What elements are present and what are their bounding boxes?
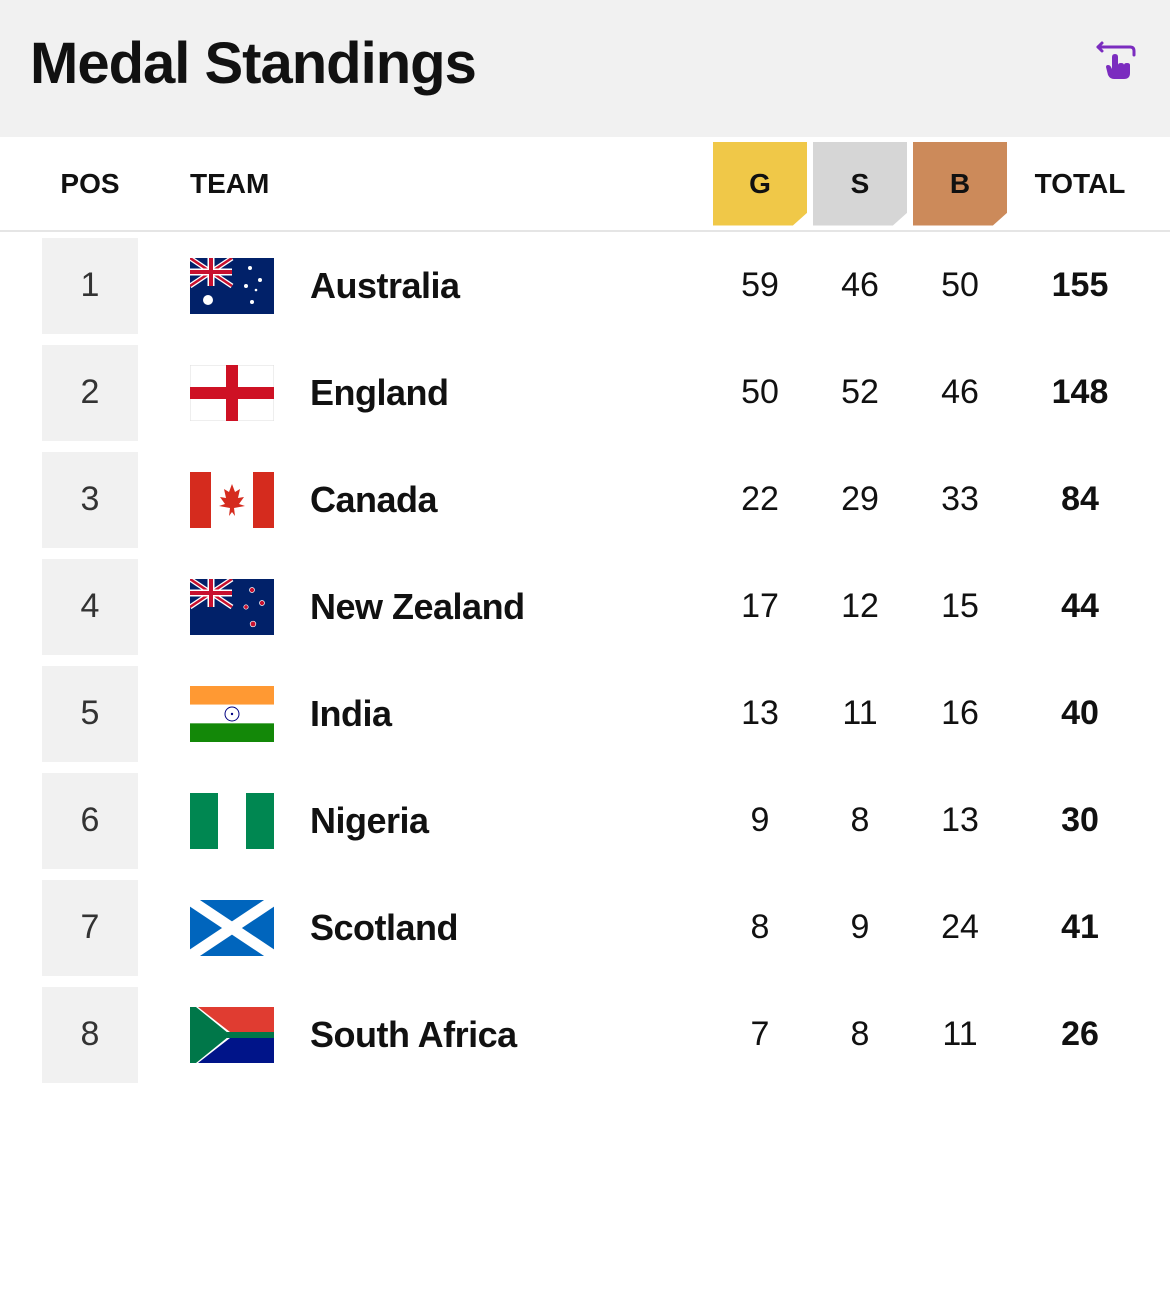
flag-icon (190, 1007, 274, 1063)
team-name: England (310, 372, 449, 414)
total-count: 41 (1010, 908, 1150, 947)
position-number: 2 (42, 345, 138, 441)
column-header-gold: G (713, 142, 807, 226)
bronze-count: 33 (910, 480, 1010, 519)
gold-count: 8 (710, 908, 810, 947)
team-name: Canada (310, 479, 437, 521)
column-header-pos: POS (0, 168, 160, 200)
pos-cell: 5 (0, 666, 160, 762)
pos-cell: 4 (0, 559, 160, 655)
pos-cell: 6 (0, 773, 160, 869)
team-cell: Australia (160, 258, 710, 314)
flag-icon (190, 365, 274, 421)
flag-icon (190, 258, 274, 314)
bronze-count: 24 (910, 908, 1010, 947)
pos-cell: 2 (0, 345, 160, 441)
table-row[interactable]: 8 South Africa 7 8 11 26 (0, 981, 1170, 1088)
silver-count: 9 (810, 908, 910, 947)
total-count: 44 (1010, 587, 1150, 626)
team-name: Nigeria (310, 800, 429, 842)
flag-icon (190, 686, 274, 742)
column-header-bronze: B (913, 142, 1007, 226)
total-count: 40 (1010, 694, 1150, 733)
total-count: 84 (1010, 480, 1150, 519)
pos-cell: 1 (0, 238, 160, 334)
team-cell: South Africa (160, 1007, 710, 1063)
swipe-icon (1092, 37, 1140, 90)
team-name: Australia (310, 265, 460, 307)
bronze-count: 11 (910, 1015, 1010, 1054)
team-cell: England (160, 365, 710, 421)
bronze-count: 46 (910, 373, 1010, 412)
team-name: India (310, 693, 392, 735)
column-header-team: TEAM (160, 168, 710, 200)
gold-count: 7 (710, 1015, 810, 1054)
table-row[interactable]: 3 Canada 22 29 33 84 (0, 446, 1170, 553)
gold-count: 13 (710, 694, 810, 733)
team-name: Scotland (310, 907, 458, 949)
team-cell: New Zealand (160, 579, 710, 635)
pos-cell: 3 (0, 452, 160, 548)
team-cell: India (160, 686, 710, 742)
page-title: Medal Standings (30, 30, 476, 97)
header-section: Medal Standings (0, 0, 1170, 137)
bronze-count: 16 (910, 694, 1010, 733)
total-count: 155 (1010, 266, 1150, 305)
column-header-silver: S (813, 142, 907, 226)
position-number: 7 (42, 880, 138, 976)
silver-count: 12 (810, 587, 910, 626)
bronze-count: 13 (910, 801, 1010, 840)
team-name: New Zealand (310, 586, 525, 628)
gold-count: 59 (710, 266, 810, 305)
silver-count: 8 (810, 1015, 910, 1054)
bronze-count: 15 (910, 587, 1010, 626)
team-cell: Canada (160, 472, 710, 528)
table-row[interactable]: 2 England 50 52 46 148 (0, 339, 1170, 446)
table-row[interactable]: 6 Nigeria 9 8 13 30 (0, 767, 1170, 874)
total-count: 30 (1010, 801, 1150, 840)
silver-count: 8 (810, 801, 910, 840)
table-row[interactable]: 5 India 13 11 16 40 (0, 660, 1170, 767)
pos-cell: 7 (0, 880, 160, 976)
table-header-row: POS TEAM G S B TOTAL (0, 137, 1170, 232)
column-header-total: TOTAL (1010, 168, 1150, 200)
team-name: South Africa (310, 1014, 517, 1056)
bronze-count: 50 (910, 266, 1010, 305)
medal-table: POS TEAM G S B TOTAL 1 Australia 59 46 5… (0, 137, 1170, 1088)
position-number: 8 (42, 987, 138, 1083)
pos-cell: 8 (0, 987, 160, 1083)
position-number: 3 (42, 452, 138, 548)
team-cell: Nigeria (160, 793, 710, 849)
table-row[interactable]: 7 Scotland 8 9 24 41 (0, 874, 1170, 981)
total-count: 148 (1010, 373, 1150, 412)
silver-count: 52 (810, 373, 910, 412)
gold-count: 22 (710, 480, 810, 519)
position-number: 6 (42, 773, 138, 869)
table-row[interactable]: 4 New Zealand 17 12 15 44 (0, 553, 1170, 660)
silver-count: 46 (810, 266, 910, 305)
silver-count: 11 (810, 694, 910, 733)
gold-count: 50 (710, 373, 810, 412)
silver-count: 29 (810, 480, 910, 519)
team-cell: Scotland (160, 900, 710, 956)
position-number: 5 (42, 666, 138, 762)
flag-icon (190, 900, 274, 956)
position-number: 4 (42, 559, 138, 655)
position-number: 1 (42, 238, 138, 334)
total-count: 26 (1010, 1015, 1150, 1054)
flag-icon (190, 793, 274, 849)
table-row[interactable]: 1 Australia 59 46 50 155 (0, 232, 1170, 339)
gold-count: 9 (710, 801, 810, 840)
flag-icon (190, 579, 274, 635)
flag-icon (190, 472, 274, 528)
gold-count: 17 (710, 587, 810, 626)
